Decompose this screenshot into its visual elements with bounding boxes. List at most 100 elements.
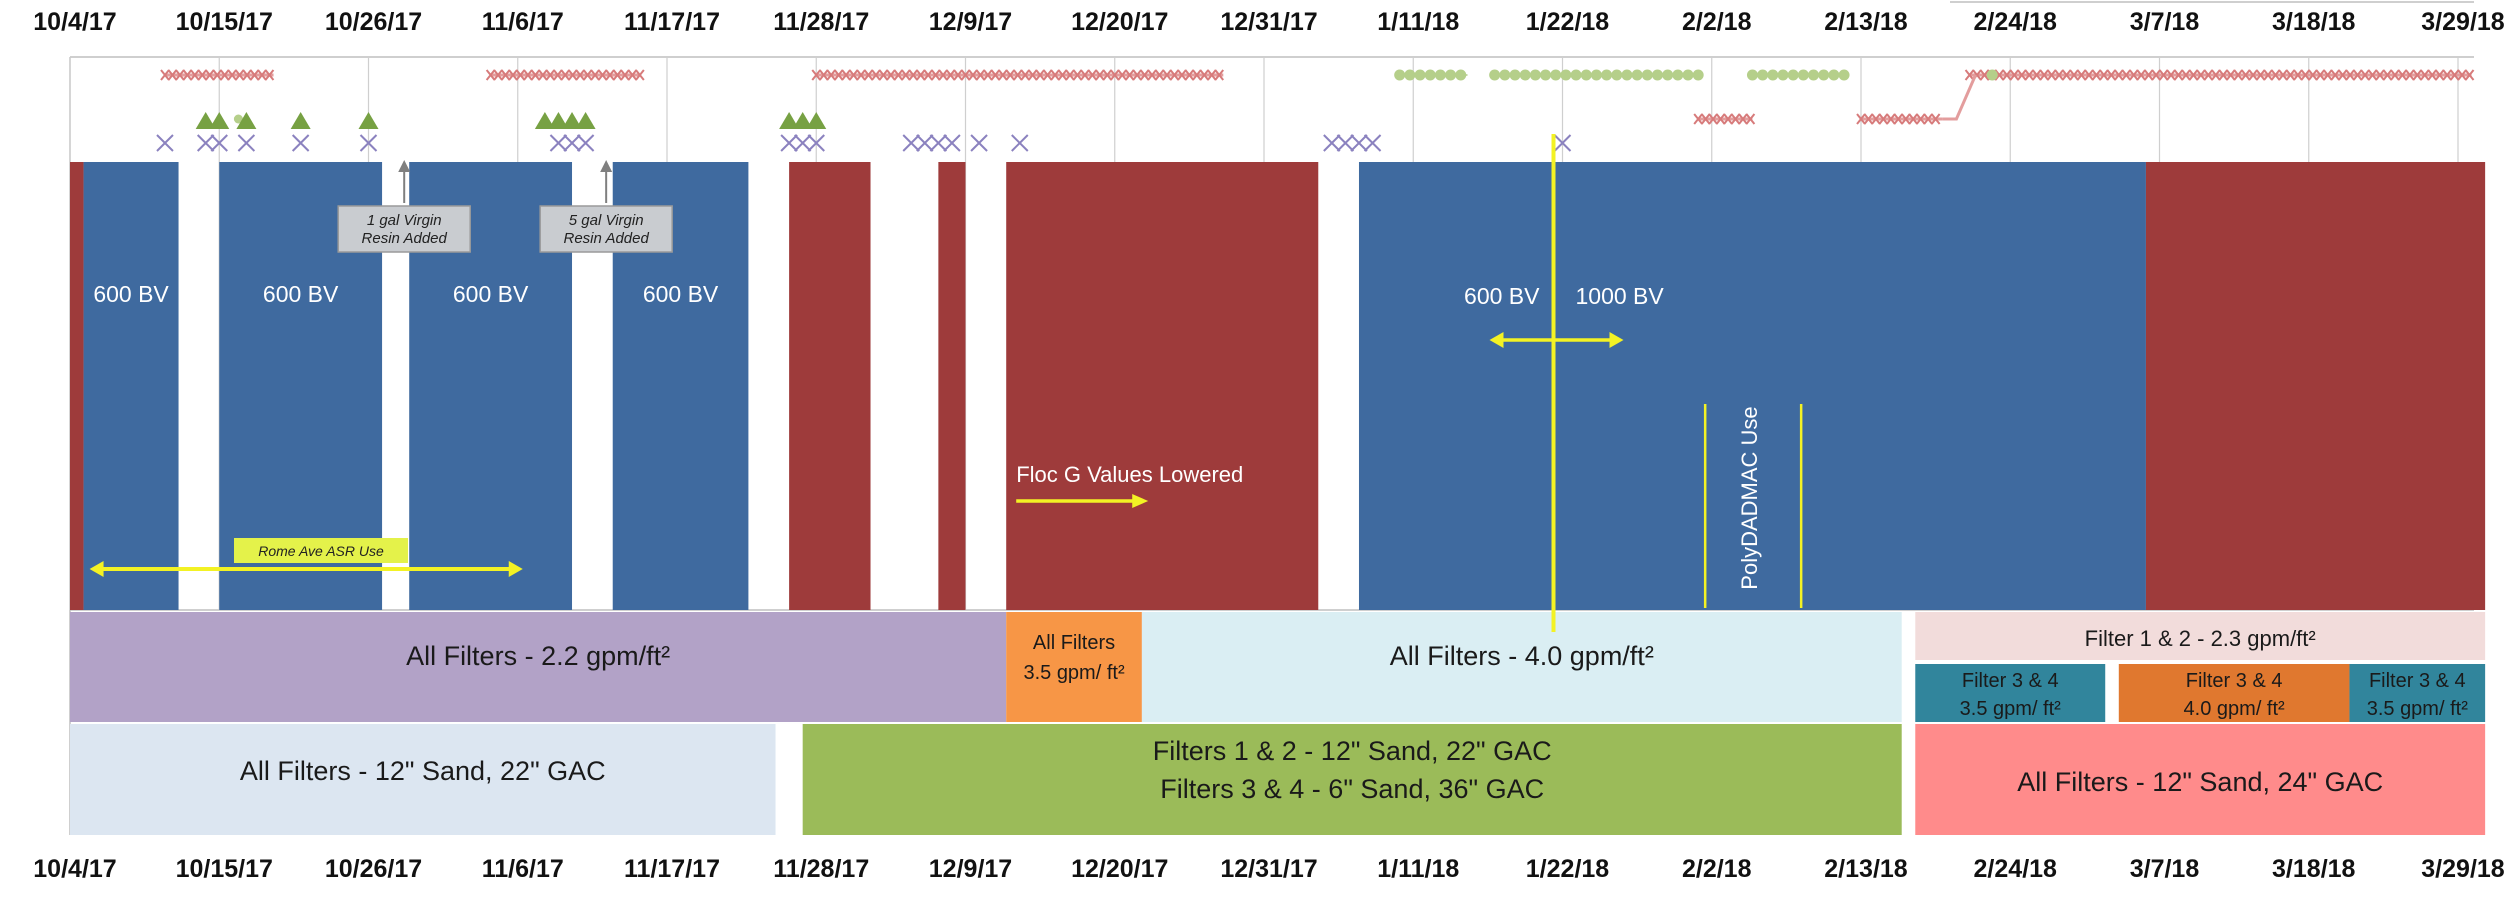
purple-x-marker	[780, 134, 798, 152]
red-x-mark	[523, 69, 533, 81]
green-dot	[1529, 69, 1541, 81]
flow-rate-label-line: 3.5 gpm/ ft²	[1023, 662, 1124, 684]
asr-arrow-head-right	[508, 561, 523, 577]
axis-ticks: 10/4/17 10/4/17 10/15/17 10/15/17 10/26/17 10…	[33, 8, 2505, 883]
flow-rate-band	[1915, 664, 2106, 722]
red-x-mark	[1893, 113, 1904, 125]
purple-x-marker	[1363, 134, 1382, 152]
red-x-mark	[2061, 69, 2072, 81]
red-x-mark	[2166, 69, 2176, 81]
flow-rate-band	[1141, 612, 1902, 722]
tick-label-bottom: 2/13/18	[1824, 855, 1908, 883]
red-x-mark	[197, 69, 208, 81]
red-x-mark	[635, 69, 645, 81]
red-x-mark	[2114, 69, 2124, 81]
green-dot	[233, 114, 243, 124]
red-x-mark	[2464, 69, 2475, 81]
divider-right-label: 1000 BV	[1576, 283, 1665, 309]
purple-x-marker	[156, 134, 174, 152]
red-x-mark	[2211, 69, 2221, 81]
tick-label-top: 10/26/17	[325, 8, 422, 36]
red-x-mark	[968, 69, 978, 81]
green-dot	[1757, 69, 1769, 81]
red-x-mark	[2173, 69, 2184, 81]
divider-left-label: 600 BV	[1464, 283, 1540, 309]
red-x-mark	[1012, 69, 1023, 81]
media-band	[1915, 724, 2486, 835]
triangle-marker	[290, 112, 311, 129]
run-bar	[83, 162, 179, 610]
purple-x-marker	[916, 134, 934, 152]
purple-x-marker	[902, 134, 920, 152]
green-dot	[1434, 69, 1446, 81]
green-dot	[1590, 69, 1602, 81]
purple-x-marker	[291, 134, 310, 152]
tick-label-bottom: 12/9/17	[929, 855, 1012, 883]
red-x-mark	[2196, 69, 2206, 81]
media-label-line: Filters 3 & 4 - 6" Sand, 36" GAC	[1160, 774, 1544, 804]
red-x-mark	[538, 69, 548, 81]
bottom-bands: All Filters - 2.2 gpm/ft² All Filters 3.5 …	[70, 612, 2486, 835]
red-x-mark	[1177, 69, 1187, 81]
green-dot	[1621, 69, 1633, 81]
red-x-mark	[575, 69, 585, 81]
red-x-mark	[2375, 69, 2385, 81]
green-dot	[1662, 69, 1674, 81]
green-dot	[1631, 69, 1643, 81]
red-x-mark	[500, 69, 511, 81]
red-x-mark	[2449, 69, 2460, 81]
red-x-mark	[915, 69, 926, 81]
flow-rate-label: Filter 1 & 2 - 2.3 gpm/ft²	[2085, 626, 2316, 651]
green-dot	[1651, 69, 1663, 81]
green-dot	[1787, 69, 1799, 81]
red-x-mark	[2136, 69, 2146, 81]
red-x-mark	[1132, 69, 1142, 81]
flow-rate-label: Filter 3 & 4 3.5 gpm/ ft²	[2367, 670, 2468, 720]
red-x-mark	[930, 69, 941, 81]
red-x-mark	[1730, 113, 1741, 125]
flow-rate-label-line: Filter 3 & 4	[2186, 670, 2283, 692]
red-x-mark	[485, 69, 496, 81]
tick-label-bottom: 11/17/17	[624, 855, 720, 883]
red-x-mark	[160, 69, 170, 81]
red-x-mark	[2397, 69, 2408, 81]
purple-x-marker	[359, 134, 378, 152]
red-x-mark	[2225, 69, 2236, 81]
red-x-mark	[1117, 69, 1127, 81]
red-x-mark	[1979, 69, 1990, 81]
red-x-mark	[960, 69, 971, 81]
red-x-mark	[1923, 113, 1933, 125]
flow-rate-label-line: All Filters	[1033, 632, 1115, 654]
red-x-mark	[1886, 113, 1896, 125]
red-x-mark	[2322, 69, 2333, 81]
run-bar	[2145, 162, 2486, 610]
red-x-mark	[2457, 69, 2467, 81]
tick-label-top: 3/7/18	[2130, 8, 2200, 36]
tick-label-bottom: 1/22/18	[1526, 855, 1610, 883]
green-dot	[1767, 69, 1779, 81]
tick-label-top: 12/20/17	[1071, 8, 1168, 36]
red-x-mark	[1005, 69, 1016, 81]
red-x-mark	[234, 69, 245, 81]
red-x-mark	[264, 69, 275, 81]
red-x-mark	[1745, 113, 1756, 125]
red-x-mark	[1930, 113, 1941, 125]
red-x-mark	[212, 69, 222, 81]
polydadmac-label: PolyDADMAC Use	[1737, 406, 1762, 589]
red-x-mark	[2046, 69, 2057, 81]
red-x-mark	[945, 69, 956, 81]
red-x-mark	[167, 69, 178, 81]
media-label-line: Filters 1 & 2 - 12" Sand, 22" GAC	[1153, 736, 1552, 766]
green-dot	[1499, 69, 1511, 81]
triangle-marker	[575, 112, 596, 129]
divider-arrow-left	[1489, 332, 1504, 348]
triangle-marker	[534, 112, 555, 129]
red-x-mark	[1169, 69, 1180, 81]
green-dot	[1394, 69, 1406, 81]
green-dot	[1818, 69, 1830, 81]
red-x-mark	[1147, 69, 1157, 81]
red-x-mark	[552, 69, 563, 81]
triangle-marker	[779, 112, 800, 129]
red-x-mark	[1863, 113, 1874, 125]
